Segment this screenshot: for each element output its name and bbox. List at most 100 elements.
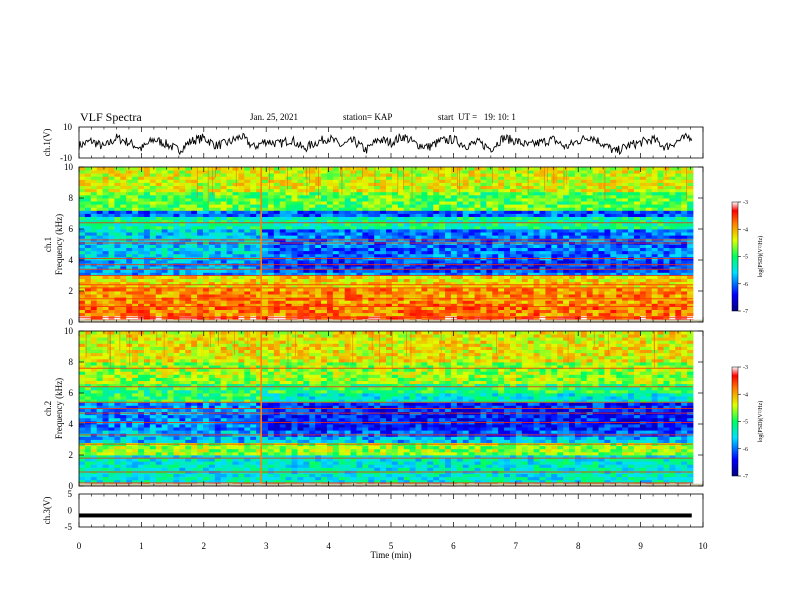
ch1-spectrogram-cell: [120, 260, 126, 264]
ch1-spectrogram-cell: [410, 235, 416, 239]
ch1-spectrogram-cell: [545, 207, 551, 211]
ch1-spectrogram-cell: [575, 313, 581, 317]
ch1-spectrogram-cell: [185, 307, 191, 311]
ch1-spectrogram-cell: [599, 189, 605, 193]
ch1-spectrogram-cell: [427, 291, 433, 295]
ch1-spectrogram-cell: [599, 294, 605, 298]
ch1-spectrogram-cell: [173, 179, 179, 183]
ch1-spectrogram-cell: [173, 210, 179, 214]
ch1-spectrogram-cell: [191, 251, 197, 255]
ch1-spectrogram-cell: [286, 186, 292, 190]
ch1-spectrogram-cell: [103, 294, 109, 298]
ch1-spectrogram-cell: [658, 251, 664, 255]
ch1-spectrogram-cell: [616, 245, 622, 249]
ch1-spectrogram-cell: [557, 279, 563, 283]
ch1-spectrogram-cell: [103, 269, 109, 273]
ch1-spectrogram-cell: [227, 186, 233, 190]
ch1-spectrogram-cell: [416, 235, 422, 239]
ch1-spectrogram-cell: [356, 210, 362, 214]
ch1-spectrogram-cell: [197, 291, 203, 295]
ch1-spectrogram-cell: [604, 251, 610, 255]
ch1-spectrogram-cell: [463, 260, 469, 264]
ch1-spectrogram-cell: [120, 198, 126, 202]
ch1-spectrogram-cell: [168, 217, 174, 221]
ch1-spectrogram-cell: [628, 207, 634, 211]
ch1-spectrogram-cell: [173, 260, 179, 264]
ch1-spectrogram-cell: [599, 223, 605, 227]
ch1-spectrogram-cell: [333, 186, 339, 190]
ch1-spectrogram-cell: [551, 189, 557, 193]
ch1-spectrogram-cell: [652, 279, 658, 283]
ch1-spectrogram-cell: [138, 192, 144, 196]
ch1-spectrogram-cell: [646, 210, 652, 214]
ch1-spectrogram-cell: [404, 223, 410, 227]
ch1-spectrogram-cell: [380, 288, 386, 292]
ch1-spectrogram-cell: [421, 214, 427, 218]
ch1-spectrogram-cell: [581, 183, 587, 187]
ch1-spectrogram-cell: [114, 226, 120, 230]
ch1-spectrogram-cell: [540, 192, 546, 196]
ch1-spectrogram-cell: [109, 232, 115, 236]
ch1-spectrogram-cell: [445, 260, 451, 264]
ch1-spectrogram-cell: [433, 186, 439, 190]
ch1-spectrogram-cell: [569, 183, 575, 187]
ch1-spectrogram-cell: [587, 186, 593, 190]
ch1-spectrogram-cell: [504, 288, 510, 292]
ch1-spectrogram-cell: [616, 210, 622, 214]
ch1-spectrogram-cell: [563, 245, 569, 249]
ch1-spectrogram-cell: [480, 313, 486, 317]
ch1-spectrogram-cell: [640, 189, 646, 193]
ch1-spectrogram-cell: [498, 288, 504, 292]
ch1-spectrogram-cell: [132, 291, 138, 295]
ch1-spectrogram-cell: [179, 232, 185, 236]
ch1-spectrogram-cell: [433, 245, 439, 249]
ch1-spectrogram-cell: [681, 279, 687, 283]
ch1-spectrogram-cell: [463, 217, 469, 221]
ch1-spectrogram-cell: [327, 214, 333, 218]
ch1-spectrogram-cell: [380, 300, 386, 304]
ch1-spectrogram-cell: [321, 217, 327, 221]
ch1-spectrogram-cell: [604, 201, 610, 205]
ch1-spectrogram-cell: [652, 307, 658, 311]
ch1-spectrogram-cell: [250, 192, 256, 196]
ch1-spectrogram-cell: [138, 207, 144, 211]
ch1-spectrogram-cell: [416, 288, 422, 292]
ch1-spectrogram-cell: [233, 183, 239, 187]
ch1-spectrogram-cell: [233, 179, 239, 183]
ch1-spectrogram-cell: [203, 232, 209, 236]
ch1-spectrogram-cell: [498, 269, 504, 273]
ch1-spectrogram-cell: [85, 300, 91, 304]
ch1-spectrogram-cell: [209, 248, 215, 252]
ch1-spectrogram-cell: [646, 307, 652, 311]
ch1-spectrogram-cell: [362, 269, 368, 273]
ch1-spectrogram-cell: [138, 313, 144, 317]
ch1-spectrogram-cell: [475, 217, 481, 221]
ch1-spectrogram-cell: [575, 251, 581, 255]
ch1-spectrogram-cell: [540, 269, 546, 273]
ch1-spectrogram-cell: [451, 248, 457, 252]
ch1-spectrogram-cell: [545, 204, 551, 208]
ch1-spectrogram-cell: [203, 294, 209, 298]
ch1-spectrogram-cell: [587, 310, 593, 314]
ch1-spectrogram-cell: [486, 195, 492, 199]
ch1-spectrogram-cell: [109, 288, 115, 292]
ch1-spectrogram-cell: [658, 288, 664, 292]
ch1-spectrogram-cell: [321, 276, 327, 280]
ch1-spectrogram-cell: [392, 294, 398, 298]
ch1-spectrogram-cell: [416, 300, 422, 304]
ch1-spectrogram-cell: [575, 204, 581, 208]
ch1-spectrogram-cell: [392, 195, 398, 199]
ch1-spectrogram-cell: [557, 245, 563, 249]
ch1-spectrogram-cell: [103, 198, 109, 202]
ch1-spectrogram-cell: [79, 310, 85, 314]
ch1-spectrogram-cell: [262, 291, 268, 295]
ch1-spectrogram-cell: [581, 276, 587, 280]
ch1-spectrogram-cell: [345, 214, 351, 218]
ch1-spectrogram-cell: [610, 229, 616, 233]
ch1-spectrogram-cell: [469, 207, 475, 211]
ch1-spectrogram-cell: [173, 186, 179, 190]
ch1-spectrogram-cell: [126, 310, 132, 314]
ch1-spectrogram-cell: [516, 179, 522, 183]
ch1-spectrogram-cell: [480, 223, 486, 227]
ch1-spectrogram-cell: [292, 310, 298, 314]
